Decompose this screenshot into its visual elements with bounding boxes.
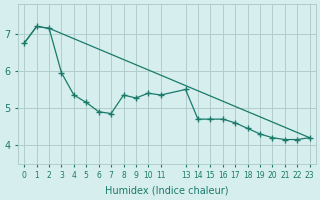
X-axis label: Humidex (Indice chaleur): Humidex (Indice chaleur) [105, 186, 229, 196]
